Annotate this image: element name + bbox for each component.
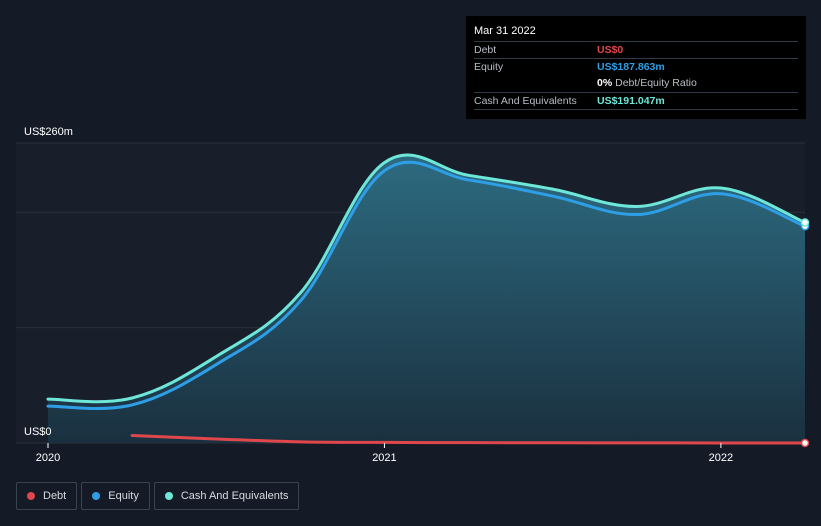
cash-end-marker <box>800 218 810 227</box>
cash-area-fill <box>48 154 805 443</box>
legend-item-debt[interactable]: Debt <box>16 482 78 510</box>
x-tick-label: 2021 <box>372 452 396 464</box>
debt-line <box>130 434 807 445</box>
cash-line <box>46 153 807 404</box>
tooltip-ratio-percent: 0% <box>597 77 613 89</box>
x-tick-label: 2022 <box>709 452 733 464</box>
debt-dot-icon <box>27 492 35 500</box>
tooltip-cash-value: US$191.047m <box>597 95 665 107</box>
legend-debt-label: Debt <box>43 490 67 502</box>
legend-cash-label: Cash And Equivalents <box>180 490 289 502</box>
tooltip-ratio-value: 0% Debt/Equity Ratio <box>597 77 697 89</box>
data-tooltip: Mar 31 2022 Debt US$0 Equity US$187.863m… <box>466 16 806 119</box>
legend-item-equity[interactable]: Equity <box>81 482 150 510</box>
cash-dot-icon <box>164 492 173 500</box>
tooltip-row-cash: Cash And Equivalents US$191.047m <box>474 92 798 110</box>
equity-dot-icon <box>92 492 101 500</box>
tooltip-bottom-rule <box>474 109 798 110</box>
chart-legend: Debt Equity Cash And Equivalents <box>16 482 303 510</box>
y-axis-top-label: US$260m <box>24 126 73 138</box>
tooltip-equity-value: US$187.863m <box>597 61 665 73</box>
legend-equity-label: Equity <box>108 490 139 502</box>
tooltip-debt-label: Debt <box>474 44 497 56</box>
x-tick-label: 2020 <box>36 452 60 464</box>
tooltip-row-ratio: 0% Debt/Equity Ratio <box>474 75 798 92</box>
tooltip-row-debt: Debt US$0 <box>474 41 798 59</box>
tooltip-ratio-label: Debt/Equity Ratio <box>615 77 697 89</box>
equity-line <box>46 160 807 410</box>
legend-item-cash[interactable]: Cash And Equivalents <box>153 482 300 510</box>
tooltip-date: Mar 31 2022 <box>474 25 536 37</box>
y-axis-bottom-label: US$0 <box>24 426 52 438</box>
tooltip-debt-value: US$0 <box>597 44 624 56</box>
tooltip-cash-label: Cash And Equivalents <box>474 95 577 107</box>
tooltip-equity-label: Equity <box>474 61 504 73</box>
tooltip-row-equity: Equity US$187.863m <box>474 58 798 76</box>
debt-end-marker <box>800 438 810 448</box>
